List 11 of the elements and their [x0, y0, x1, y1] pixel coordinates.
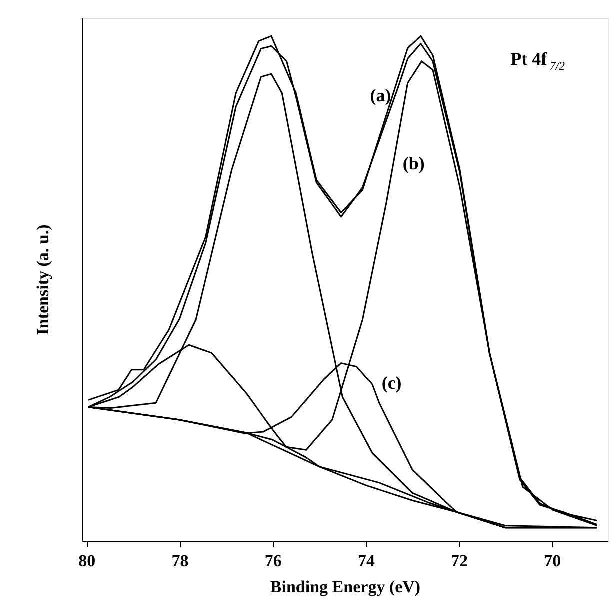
annotation: (b)	[402, 153, 425, 174]
x-tick-label: 72	[451, 552, 468, 570]
x-tick-label: 76	[264, 552, 282, 570]
x-tick-label: 70	[544, 552, 562, 570]
annotation: (c)	[382, 373, 402, 394]
annotation: (a)	[370, 85, 392, 106]
y-axis-title: Intensity (a. u.)	[34, 224, 52, 336]
x-axis-title: Binding Energy (eV)	[270, 578, 421, 596]
x-tick-label: 78	[172, 552, 189, 570]
x-tick-label: 74	[358, 552, 376, 570]
x-tick-label: 80	[78, 552, 96, 570]
